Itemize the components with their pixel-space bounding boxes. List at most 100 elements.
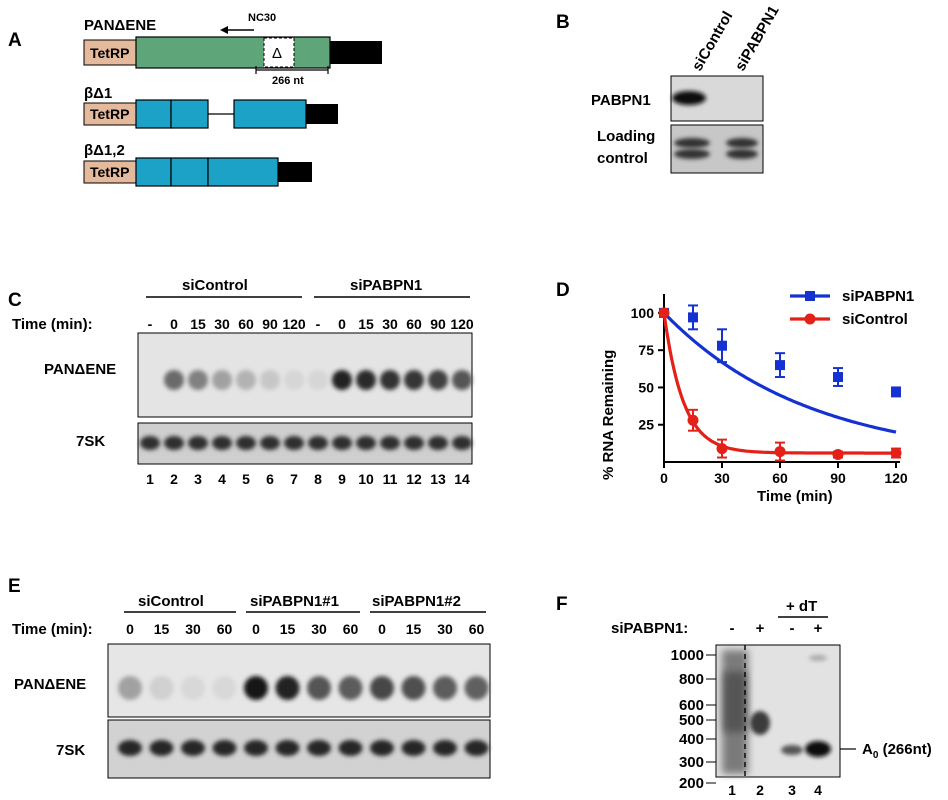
decay-chart: 0 30 60 90 120 25 50 75 100 siPABPN1 siControl bbox=[631, 288, 915, 486]
gel-e-pan bbox=[107, 643, 491, 718]
pan-band bbox=[188, 370, 208, 390]
band-loading-1b bbox=[674, 149, 710, 159]
blot-loading bbox=[670, 124, 764, 174]
construct-bd1-label: βΔ1 bbox=[84, 85, 112, 102]
time-point: 30 bbox=[382, 316, 398, 332]
time-point: 0 bbox=[170, 316, 178, 332]
7sk-band-e bbox=[118, 740, 142, 756]
7sk-band-e bbox=[433, 740, 457, 756]
panel-f: F + dT siPABPN1: - + - + 100080060050040030… bbox=[556, 594, 932, 798]
row-label-loading: Loading bbox=[597, 128, 655, 145]
pan-band-e bbox=[464, 676, 489, 700]
time-point-e: 0 bbox=[252, 621, 260, 637]
time-point-e: 30 bbox=[185, 621, 201, 637]
band-loading-1a bbox=[674, 138, 710, 148]
x-tick-label: 0 bbox=[660, 470, 668, 486]
time-point-e: 30 bbox=[437, 621, 453, 637]
7sk-band bbox=[308, 436, 328, 450]
pan-band-e bbox=[212, 676, 237, 700]
pan-band bbox=[404, 370, 424, 390]
7sk-band-e bbox=[181, 740, 205, 756]
data-point-sicontrol bbox=[774, 446, 786, 458]
pan-band-e bbox=[275, 676, 300, 700]
pan-band-e bbox=[118, 676, 142, 700]
pan-band bbox=[164, 370, 184, 390]
pan-band bbox=[284, 370, 304, 390]
fit-curve-sipabpn1 bbox=[662, 311, 897, 434]
pan-band bbox=[380, 370, 400, 390]
primer-arrowhead bbox=[220, 26, 228, 34]
data-point-sipabpn1 bbox=[833, 372, 843, 383]
bd12-exon2 bbox=[170, 157, 209, 187]
pan-bands bbox=[164, 370, 472, 390]
time-point: 15 bbox=[358, 316, 374, 332]
x-tick-label: 120 bbox=[884, 470, 908, 486]
time-point: 30 bbox=[214, 316, 230, 332]
7sk-band bbox=[212, 436, 232, 450]
lane-number-f: 4 bbox=[814, 782, 822, 798]
pan-band-e bbox=[244, 676, 268, 700]
row-label-7sk: 7SK bbox=[76, 433, 105, 450]
pan-band bbox=[428, 370, 448, 390]
7sk-band-e bbox=[370, 740, 394, 756]
7sk-band bbox=[428, 436, 448, 450]
data-point-sicontrol bbox=[658, 307, 670, 319]
time-point: - bbox=[148, 316, 153, 332]
time-point-e: 15 bbox=[154, 621, 170, 637]
pan-tail bbox=[330, 41, 382, 64]
data-point-sicontrol bbox=[832, 449, 844, 461]
primer-label: NC30 bbox=[248, 12, 276, 24]
row-label-e-pan: PANΔENE bbox=[14, 676, 86, 693]
7sk-band bbox=[188, 436, 208, 450]
lane-number: 13 bbox=[430, 471, 446, 487]
time-point-e: 15 bbox=[406, 621, 422, 637]
7sk-band bbox=[260, 436, 280, 450]
lane2-band bbox=[750, 711, 770, 735]
data-point-sicontrol bbox=[890, 447, 902, 459]
band-loading-2a bbox=[726, 138, 758, 148]
condition: - bbox=[730, 620, 735, 637]
group-label-sipabpn1: siPABPN1 bbox=[350, 277, 422, 294]
lane1-smear-dark bbox=[724, 672, 746, 732]
bd12-promoter-label: TetRP bbox=[90, 164, 129, 180]
data-point-sipabpn1 bbox=[688, 312, 698, 323]
bd12-tail bbox=[278, 162, 312, 182]
time-point-e: 15 bbox=[280, 621, 296, 637]
band-pabpn1-sicontrol bbox=[672, 91, 706, 105]
product-a: A bbox=[862, 741, 873, 758]
group-label-e-sipabpn1-1: siPABPN1#1 bbox=[250, 593, 339, 610]
time-point: 120 bbox=[450, 316, 474, 332]
7sk-band bbox=[404, 436, 424, 450]
marker-label: 800 bbox=[679, 671, 704, 688]
construct-pan-label: PANΔENE bbox=[84, 17, 156, 34]
data-point-sipabpn1 bbox=[891, 386, 901, 397]
panel-a: A PANΔENE NC30 TetRP Δ 266 nt βΔ1 TetRP … bbox=[8, 12, 382, 187]
pan-deletion-box bbox=[263, 37, 295, 68]
time-point-e: 30 bbox=[311, 621, 327, 637]
data-point-sicontrol bbox=[687, 414, 699, 426]
conditions: - + - + bbox=[730, 620, 823, 637]
condition: + bbox=[814, 620, 823, 637]
panel-e: E siControl siPABPN1#1 siPABPN1#2 Time (… bbox=[8, 576, 491, 779]
7sk-band bbox=[380, 436, 400, 450]
pan-band bbox=[212, 370, 232, 390]
bd1-tail bbox=[306, 104, 338, 124]
lane-label-sicontrol: siControl bbox=[689, 8, 737, 74]
time-label-e: Time (min): bbox=[12, 621, 93, 638]
marker-label: 500 bbox=[679, 712, 704, 729]
lane-number-f: 2 bbox=[756, 782, 764, 798]
panel-d-letter: D bbox=[556, 280, 570, 301]
bd12-exon3 bbox=[207, 157, 279, 187]
lane-number: 8 bbox=[314, 471, 322, 487]
time-point: 15 bbox=[190, 316, 206, 332]
marker-label: 400 bbox=[679, 731, 704, 748]
panel-c: C siControl siPABPN1 Time (min): -0 15 30 6… bbox=[8, 277, 474, 487]
lane4-band bbox=[805, 741, 831, 757]
lane-number: 4 bbox=[218, 471, 226, 487]
7sk-band-e bbox=[307, 740, 331, 756]
panel-f-letter: F bbox=[556, 594, 568, 615]
time-points-e: 0 15 30 60 0 15 30 60 0 15 30 60 bbox=[126, 621, 484, 637]
marker-label: 300 bbox=[679, 754, 704, 771]
lane-number: 14 bbox=[454, 471, 470, 487]
